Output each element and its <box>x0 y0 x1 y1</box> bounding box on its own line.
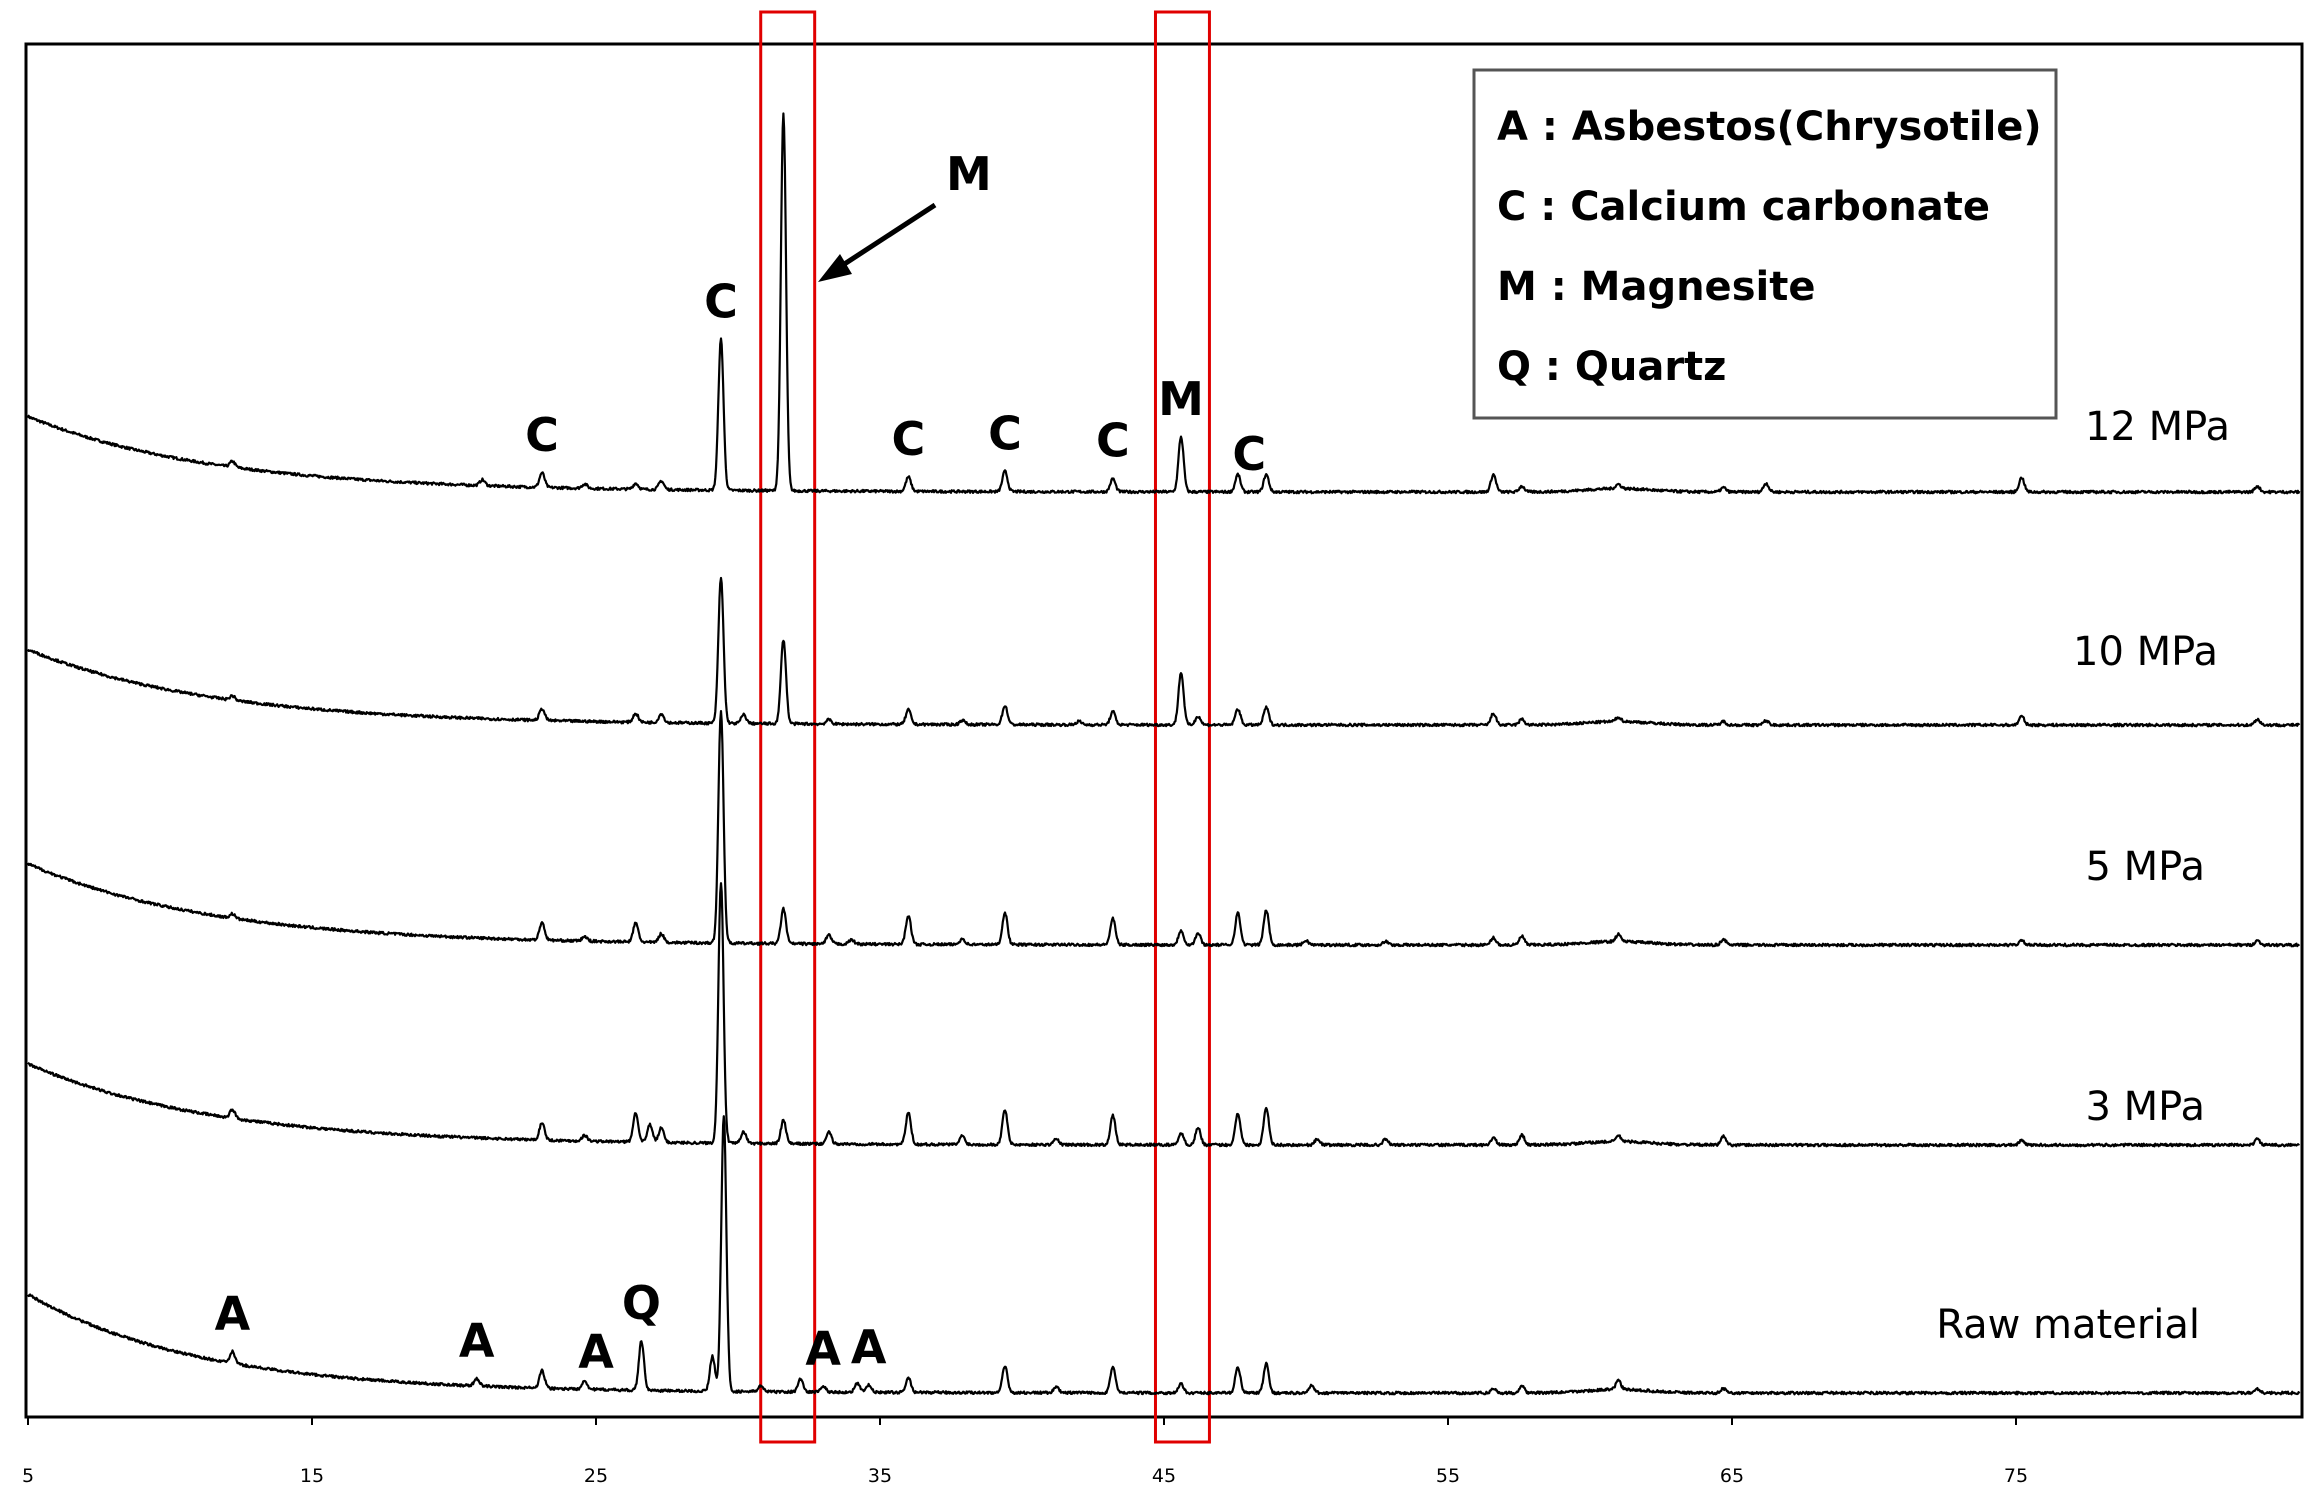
x-tick-label-3: 25 <box>584 1465 608 1487</box>
series-label-3: 5 MPa <box>2085 844 2205 890</box>
legend: A : Asbestos(Chrysotile) C : Calcium car… <box>1472 68 2058 420</box>
peak-label-5-3: A <box>578 1324 614 1378</box>
series-line-4 <box>27 882 2301 1148</box>
series-label-1: 12 MPa <box>2085 404 2230 450</box>
peak-label-5-1: A <box>215 1287 251 1341</box>
x-tick-label-8: 75 <box>2004 1465 2028 1487</box>
series-label-5: Raw material <box>1936 1302 2200 1348</box>
x-tick-label-4: 35 <box>868 1465 892 1487</box>
series-line-2 <box>27 576 2301 728</box>
legend-item-calcium-carbonate: C : Calcium carbonate <box>1497 184 1990 230</box>
peak-label-1-4: C <box>988 406 1022 460</box>
peak-label-5-6: A <box>851 1320 887 1374</box>
peak-label-5-5: A <box>805 1321 841 1375</box>
arrow-annotation: M <box>818 147 992 282</box>
peak-label-1-3: C <box>892 412 926 466</box>
series-line-1 <box>26 112 2301 495</box>
x-tick-label-1: 5 <box>22 1465 34 1487</box>
series-group <box>26 112 2301 1396</box>
series-label-2: 10 MPa <box>2073 629 2218 675</box>
series-labels: 12 MPa 10 MPa 5 MPa 3 MPa Raw material <box>1936 404 2230 1348</box>
series-label-4: 3 MPa <box>2085 1084 2205 1130</box>
legend-box <box>1472 68 2058 420</box>
peak-label-5-4: Q <box>622 1276 661 1330</box>
highlight-regions <box>759 10 1211 1444</box>
peak-label-1-5: C <box>1096 414 1130 468</box>
arrow-label: M <box>946 147 992 201</box>
x-tick-label-5: 45 <box>1152 1465 1176 1487</box>
x-tick-label-2: 15 <box>300 1465 324 1487</box>
legend-item-quartz: Q : Quartz <box>1497 344 1726 390</box>
x-tick-label-6: 55 <box>1436 1465 1460 1487</box>
peak-label-1-2: C <box>704 274 738 328</box>
highlight-region-1 <box>759 10 817 1444</box>
series-line-3 <box>26 710 2301 948</box>
legend-item-asbestos: A : Asbestos(Chrysotile) <box>1497 104 2042 150</box>
peak-label-1-7: C <box>1232 427 1266 481</box>
arrow-head <box>818 254 852 282</box>
x-tick-label-7: 65 <box>1720 1465 1744 1487</box>
peak-label-1-6: M <box>1158 372 1204 426</box>
legend-item-magnesite: M : Magnesite <box>1497 264 1815 310</box>
peak-label-5-2: A <box>459 1314 495 1368</box>
x-axis: 5 15 25 35 45 55 65 75 <box>22 1417 2028 1487</box>
peak-label-1-1: C <box>525 408 559 462</box>
series-line-5 <box>27 1115 2301 1396</box>
highlight-region-2 <box>1153 10 1211 1444</box>
